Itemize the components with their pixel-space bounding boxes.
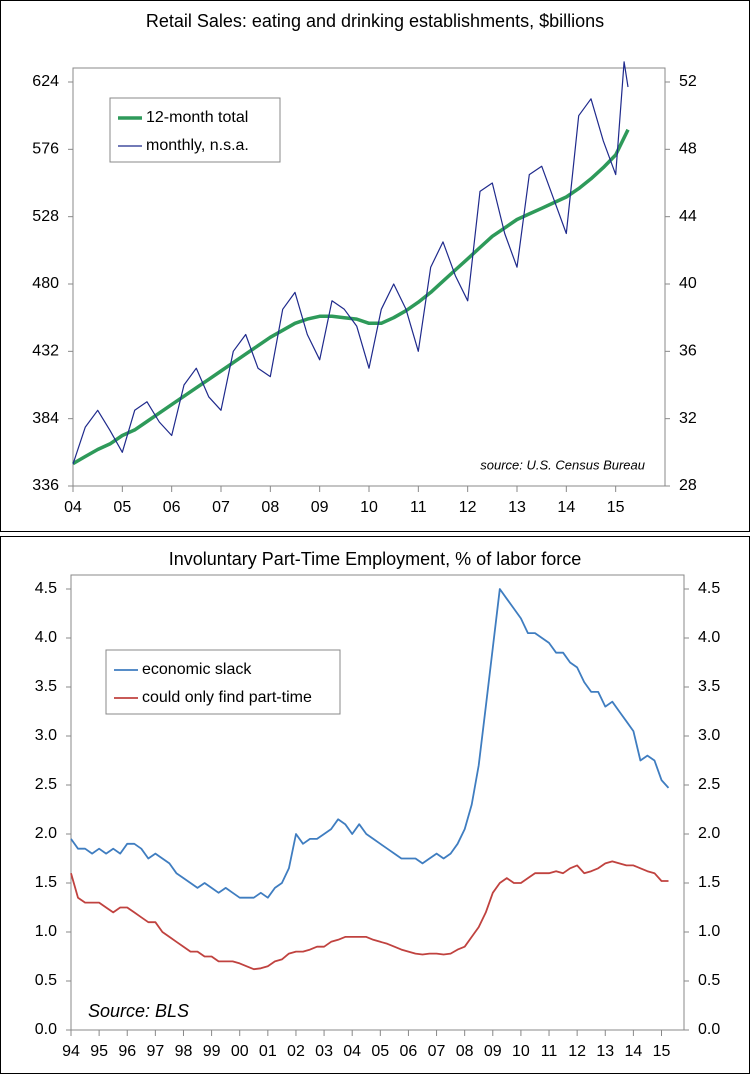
legend-label: economic slack [142, 661, 252, 678]
data-line [72, 128, 630, 466]
x-tick-label: 96 [118, 1043, 136, 1060]
x-tick-label: 14 [624, 1043, 642, 1060]
legend-box [109, 97, 281, 163]
data-line [70, 860, 669, 971]
x-tick-label: 05 [113, 499, 131, 516]
y2-tick-label: 2.5 [698, 776, 720, 793]
x-tick-label: 04 [64, 499, 82, 516]
y-tick-label: 0.0 [35, 1021, 57, 1038]
x-tick-label: 97 [146, 1043, 164, 1060]
y2-tick-label: 48 [679, 141, 697, 158]
y-tick-label: 2.5 [35, 776, 57, 793]
y-tick-label: 4.0 [35, 629, 57, 646]
y2-tick-label: 0.5 [698, 972, 720, 989]
y2-tick-label: 2.0 [698, 825, 720, 842]
source-note: source: U.S. Census Bureau [480, 457, 645, 472]
legend-label: 12-month total [146, 109, 248, 126]
x-tick-label: 09 [311, 499, 329, 516]
x-tick-label: 98 [175, 1043, 193, 1060]
y-tick-label: 4.5 [35, 580, 57, 597]
y-tick-label: 576 [32, 141, 59, 158]
y2-tick-label: 4.0 [698, 629, 720, 646]
x-tick-label: 08 [261, 499, 279, 516]
legend-box [105, 649, 341, 715]
y2-tick-label: 44 [679, 208, 697, 225]
data-line [70, 588, 670, 899]
y-tick-label: 3.5 [35, 678, 57, 695]
x-tick-label: 08 [456, 1043, 474, 1060]
y-tick-label: 1.5 [35, 874, 57, 891]
x-tick-label: 05 [371, 1043, 389, 1060]
x-tick-label: 07 [212, 499, 230, 516]
y-tick-label: 384 [32, 410, 59, 427]
source-note: Source: BLS [88, 1001, 189, 1021]
y-tick-label: 336 [32, 477, 59, 494]
y-tick-label: 0.5 [35, 972, 57, 989]
chart-title: Involuntary Part-Time Employment, % of l… [169, 549, 582, 569]
x-tick-label: 03 [315, 1043, 333, 1060]
y2-tick-label: 36 [679, 343, 697, 360]
y2-tick-label: 40 [679, 275, 697, 292]
y-tick-label: 480 [32, 275, 59, 292]
y2-tick-label: 1.0 [698, 923, 720, 940]
x-tick-label: 04 [343, 1043, 361, 1060]
y-tick-label: 528 [32, 208, 59, 225]
y2-tick-label: 0.0 [698, 1021, 720, 1038]
x-tick-label: 09 [484, 1043, 502, 1060]
legend-label: monthly, n.s.a. [146, 137, 249, 154]
chart-title: Retail Sales: eating and drinking establ… [146, 11, 604, 31]
x-tick-label: 02 [287, 1043, 305, 1060]
panel-frame [0, 536, 750, 1074]
x-tick-label: 15 [607, 499, 625, 516]
y-tick-label: 1.0 [35, 923, 57, 940]
x-tick-label: 14 [557, 499, 575, 516]
x-tick-label: 00 [231, 1043, 249, 1060]
plot-frame [70, 574, 685, 1031]
x-tick-label: 07 [428, 1043, 446, 1060]
y2-tick-label: 1.5 [698, 874, 720, 891]
y-tick-label: 3.0 [35, 727, 57, 744]
y-tick-label: 432 [32, 343, 59, 360]
x-tick-label: 11 [541, 1043, 558, 1060]
data-line [72, 61, 629, 465]
y2-tick-label: 52 [679, 73, 697, 90]
x-tick-label: 06 [400, 1043, 418, 1060]
y-tick-label: 2.0 [35, 825, 57, 842]
x-tick-label: 99 [203, 1043, 221, 1060]
x-tick-label: 10 [512, 1043, 530, 1060]
x-tick-label: 10 [360, 499, 378, 516]
y2-tick-label: 3.5 [698, 678, 720, 695]
x-tick-label: 15 [653, 1043, 671, 1060]
x-tick-label: 01 [259, 1043, 277, 1060]
x-tick-label: 11 [410, 499, 427, 516]
y2-tick-label: 3.0 [698, 727, 720, 744]
x-tick-label: 06 [163, 499, 181, 516]
x-tick-label: 12 [459, 499, 477, 516]
y2-tick-label: 28 [679, 477, 697, 494]
x-tick-label: 13 [596, 1043, 614, 1060]
y2-tick-label: 32 [679, 410, 697, 427]
panel-frame [0, 0, 750, 532]
x-tick-label: 12 [568, 1043, 586, 1060]
y-tick-label: 624 [32, 73, 59, 90]
x-tick-label: 95 [90, 1043, 108, 1060]
x-tick-label: 94 [62, 1043, 80, 1060]
legend-label: could only find part-time [142, 689, 312, 706]
x-tick-label: 13 [508, 499, 526, 516]
y2-tick-label: 4.5 [698, 580, 720, 597]
